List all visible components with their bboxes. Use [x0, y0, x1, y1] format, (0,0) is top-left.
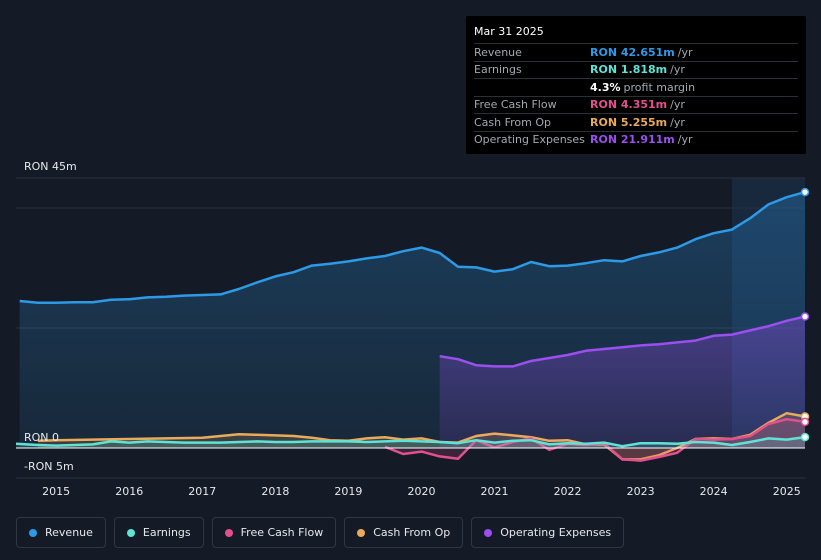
tooltip-row: Earnings RON 1.818m/yr [474, 60, 798, 79]
tooltip-row-unit: /yr [670, 98, 685, 112]
tooltip-row-label: Free Cash Flow [474, 98, 557, 112]
tooltip-row-value: RON 5.255m [590, 115, 668, 129]
tooltip-row-value: RON 4.351m [590, 98, 668, 112]
x-tick-2017: 2017 [188, 485, 216, 498]
tooltip-row-label: Earnings [474, 63, 522, 77]
legend-item-free-cash-flow[interactable]: Free Cash Flow [211, 517, 337, 548]
legend-dot-icon [29, 528, 37, 537]
free-cash-flow-end-marker [800, 417, 810, 427]
tooltip-row-value: RON 21.911m [590, 133, 675, 147]
tooltip-row: Revenue RON 42.651m/yr [474, 43, 798, 61]
earnings-line [15, 435, 806, 448]
tooltip-row-value: RON 1.818m [590, 63, 668, 77]
tooltip-row-value: 4.3% [590, 80, 621, 94]
x-tick-2015: 2015 [42, 485, 70, 498]
tooltip-row-unit: /yr [677, 133, 693, 147]
legend-label: Earnings [142, 526, 191, 539]
operating-expenses-end-marker [800, 312, 810, 321]
tooltip-row: 4.3% profit margin [474, 78, 798, 96]
tooltip-row-label: Operating Expenses [474, 133, 585, 147]
tooltip-row: Free Cash Flow RON 4.351m/yr [474, 95, 798, 114]
series-layer [15, 187, 810, 462]
x-tick-2023: 2023 [627, 485, 655, 498]
x-tick-2020: 2020 [407, 485, 435, 498]
legend-item-revenue[interactable]: Revenue [16, 517, 106, 548]
tooltip-rows: Revenue RON 42.651m/yr Earnings RON 1.818m /… [474, 43, 798, 148]
legend-label: Cash From Op [373, 526, 451, 539]
x-tick-2021: 2021 [481, 485, 509, 498]
legend-dot-icon [126, 528, 135, 537]
tooltip-row-value: RON 42.651m [590, 45, 675, 59]
tooltip-row-unit: /yr [670, 63, 685, 77]
x-tick-2016: 2016 [115, 485, 143, 498]
tooltip-row-unit: /yr [670, 115, 685, 129]
tooltip-row-unit: /yr [677, 45, 693, 59]
legend-item-cash-from-op[interactable]: Cash From Op [344, 517, 464, 548]
revenue-end-marker [800, 187, 810, 197]
x-tick-2025: 2025 [773, 485, 801, 498]
tooltip-row-label: Revenue [474, 45, 522, 59]
operating-expenses-line [439, 315, 806, 368]
legend-label: Revenue [45, 526, 93, 539]
tooltip-date: Mar 31 2025 [474, 25, 544, 38]
legend-label: Free Cash Flow [240, 526, 324, 539]
y-axis-label-top: RON 45m [24, 160, 77, 173]
revenue-line [19, 190, 806, 305]
legend: Revenue Earnings Free Cash Flow Cash From O… [16, 517, 625, 548]
tooltip-row: Operating Expenses RON 21.911m/yr [474, 130, 798, 149]
earnings-area [16, 437, 805, 448]
legend-label: Operating Expenses [500, 526, 612, 539]
tooltip-row-unit: profit margin [623, 80, 696, 94]
x-tick-2018: 2018 [261, 485, 289, 498]
legend-item-operating-expenses[interactable]: Operating Expenses [471, 517, 625, 548]
x-tick-2024: 2024 [700, 485, 728, 498]
x-axis-ticks: 2015 2016 2017 2018 2019 2020 2021 2022 2023 2024… [42, 485, 801, 498]
tooltip-row-label: Cash From Op [474, 115, 552, 129]
y-axis-label-bottom: -RON 5m [24, 460, 74, 473]
legend-dot-icon [357, 528, 366, 537]
y-axis-label-zero: RON 0 [24, 431, 59, 444]
operating-expenses-area [439, 316, 805, 448]
x-tick-2022: 2022 [554, 485, 582, 498]
earnings-end-marker [800, 432, 810, 442]
data-tooltip: Mar 31 2025 Revenue RON 42.651m/yr Earning… [466, 16, 806, 154]
legend-dot-icon [224, 528, 233, 537]
legend-item-earnings[interactable]: Earnings [113, 517, 204, 548]
legend-dot-icon [484, 528, 493, 537]
tooltip-row: Cash From Op RON 5.255m/yr [474, 113, 798, 131]
x-tick-2019: 2019 [334, 485, 362, 498]
